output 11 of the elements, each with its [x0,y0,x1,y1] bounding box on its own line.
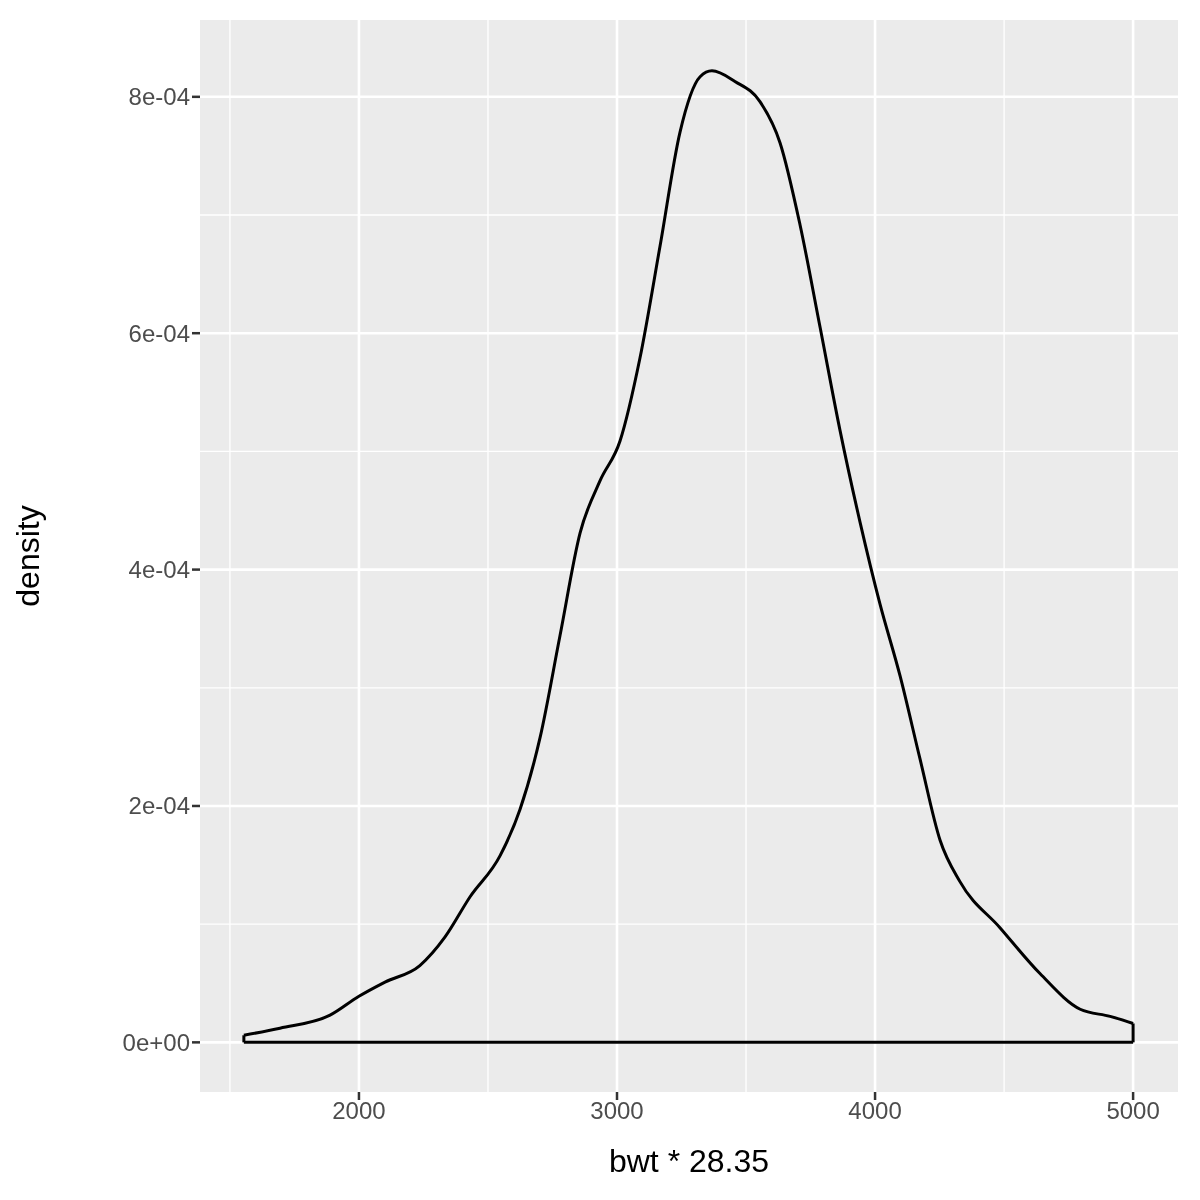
y-tick-label: 8e-04 [128,83,190,111]
y-tick-label: 4e-04 [128,556,190,584]
x-tick-label: 2000 [332,1097,386,1125]
x-tick-label: 4000 [848,1097,902,1125]
y-tick-label: 0e+00 [122,1028,190,1056]
y-tick-label: 2e-04 [128,792,190,820]
y-tick-label: 6e-04 [128,319,190,347]
y-axis-title: density [10,505,47,607]
x-tick-label: 3000 [590,1097,644,1125]
x-tick-label: 5000 [1106,1097,1160,1125]
x-axis-title: bwt * 28.35 [608,1143,770,1179]
